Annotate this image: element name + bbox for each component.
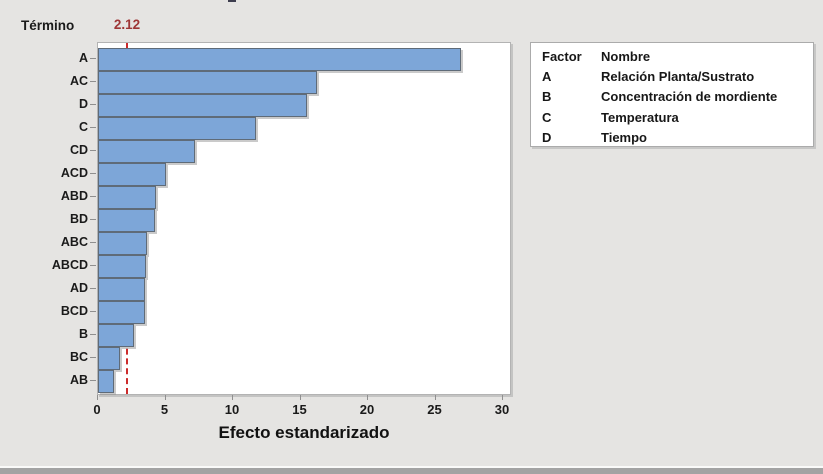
legend-factor-letter: A	[542, 69, 552, 85]
y-tick-mark	[90, 219, 96, 220]
legend-factor-letter: D	[542, 129, 552, 145]
legend-factor-name: Temperatura	[601, 109, 679, 125]
y-label-cd: CD	[69, 143, 88, 157]
reference-line-value-label: 2.12	[113, 17, 141, 32]
y-axis-category-labels: A AC D C CD ACD ABD BD ABC ABCD AD BCD B BC AB	[6, 42, 88, 395]
x-tick-mark	[97, 395, 98, 400]
y-tick-mark	[90, 311, 96, 312]
bar-ab	[98, 370, 115, 393]
bar-d	[98, 94, 308, 117]
y-tick-mark	[90, 150, 96, 151]
y-label-acd: ACD	[60, 166, 88, 180]
bar-b	[98, 324, 135, 347]
legend-row-a: A Relación Planta/Sustrato	[531, 67, 813, 87]
y-tick-mark	[90, 81, 96, 82]
bar-ad	[98, 278, 146, 301]
x-tick-mark	[232, 395, 233, 400]
x-tick-label-15: 15	[292, 402, 307, 417]
factor-legend: Factor Nombre A Relación Planta/Sustrato B…	[530, 42, 814, 147]
bars-layer	[98, 43, 510, 394]
legend-row-d: D Tiempo	[531, 128, 813, 148]
x-tick-label-5: 5	[160, 402, 169, 417]
bar-bcd	[98, 301, 145, 324]
legend-factor-name: Relación Planta/Sustrato	[601, 69, 755, 85]
y-axis-title: Término	[21, 18, 75, 33]
y-label-bcd: BCD	[60, 304, 88, 318]
y-tick-mark	[90, 380, 96, 381]
y-tick-mark	[90, 173, 96, 174]
y-label-ab: AB	[69, 373, 88, 387]
bar-ac	[98, 71, 317, 94]
window-bottom-edge	[0, 466, 823, 474]
x-axis-title: Efecto estandarizado	[218, 423, 390, 442]
y-label-ad: AD	[69, 281, 88, 295]
legend-factor-letter: C	[542, 109, 552, 125]
y-label-a: A	[78, 51, 88, 65]
y-axis-tick-marks	[90, 42, 97, 395]
bar-abd	[98, 186, 157, 209]
y-tick-mark	[90, 357, 96, 358]
y-tick-mark	[90, 127, 96, 128]
x-tick-mark	[367, 395, 368, 400]
legend-factor-name: Concentración de mordiente	[601, 89, 778, 105]
y-label-abcd: ABCD	[51, 258, 88, 272]
y-label-d: D	[78, 97, 88, 111]
y-tick-mark	[90, 288, 96, 289]
plot-area	[97, 42, 511, 395]
legend-factor-name: Tiempo	[601, 129, 647, 145]
y-label-b: B	[78, 327, 88, 341]
x-tick-label-10: 10	[224, 402, 240, 417]
bar-cd	[98, 140, 196, 163]
y-label-ac: AC	[69, 74, 88, 88]
bar-c	[98, 117, 256, 140]
x-tick-mark	[164, 395, 166, 400]
x-tick-mark	[502, 395, 503, 400]
x-tick-mark	[299, 395, 301, 400]
y-label-abd: ABD	[60, 189, 88, 203]
legend-header-factor: Factor	[542, 49, 582, 64]
y-label-abc: ABC	[60, 235, 88, 249]
y-tick-mark	[90, 196, 96, 197]
bar-acd	[98, 163, 166, 186]
x-tick-label-20: 20	[359, 402, 375, 417]
clipped-title-fragment	[228, 0, 236, 2]
y-tick-mark	[90, 265, 96, 266]
bar-bc	[98, 347, 120, 370]
legend-row-c: C Temperatura	[531, 108, 813, 128]
x-tick-label-0: 0	[93, 402, 101, 417]
y-label-bd: BD	[69, 212, 88, 226]
bar-a	[98, 48, 462, 71]
legend-header-name: Nombre	[601, 49, 651, 64]
bar-abc	[98, 232, 147, 255]
y-tick-mark	[90, 334, 96, 335]
x-axis: 0 5 10 15 20 25 30	[93, 395, 511, 431]
legend-factor-letter: B	[542, 89, 552, 105]
y-label-bc: BC	[69, 350, 88, 364]
y-tick-mark	[90, 58, 96, 59]
y-tick-mark	[90, 104, 96, 105]
legend-header-row: Factor Nombre	[531, 47, 813, 67]
bar-abcd	[98, 255, 146, 278]
y-label-c: C	[78, 120, 88, 134]
y-tick-mark	[90, 242, 96, 243]
legend-row-b: B Concentración de mordiente	[531, 87, 813, 107]
x-tick-label-30: 30	[494, 402, 510, 417]
x-tick-mark	[434, 395, 436, 400]
x-tick-label-25: 25	[427, 402, 442, 417]
bar-bd	[98, 209, 155, 232]
